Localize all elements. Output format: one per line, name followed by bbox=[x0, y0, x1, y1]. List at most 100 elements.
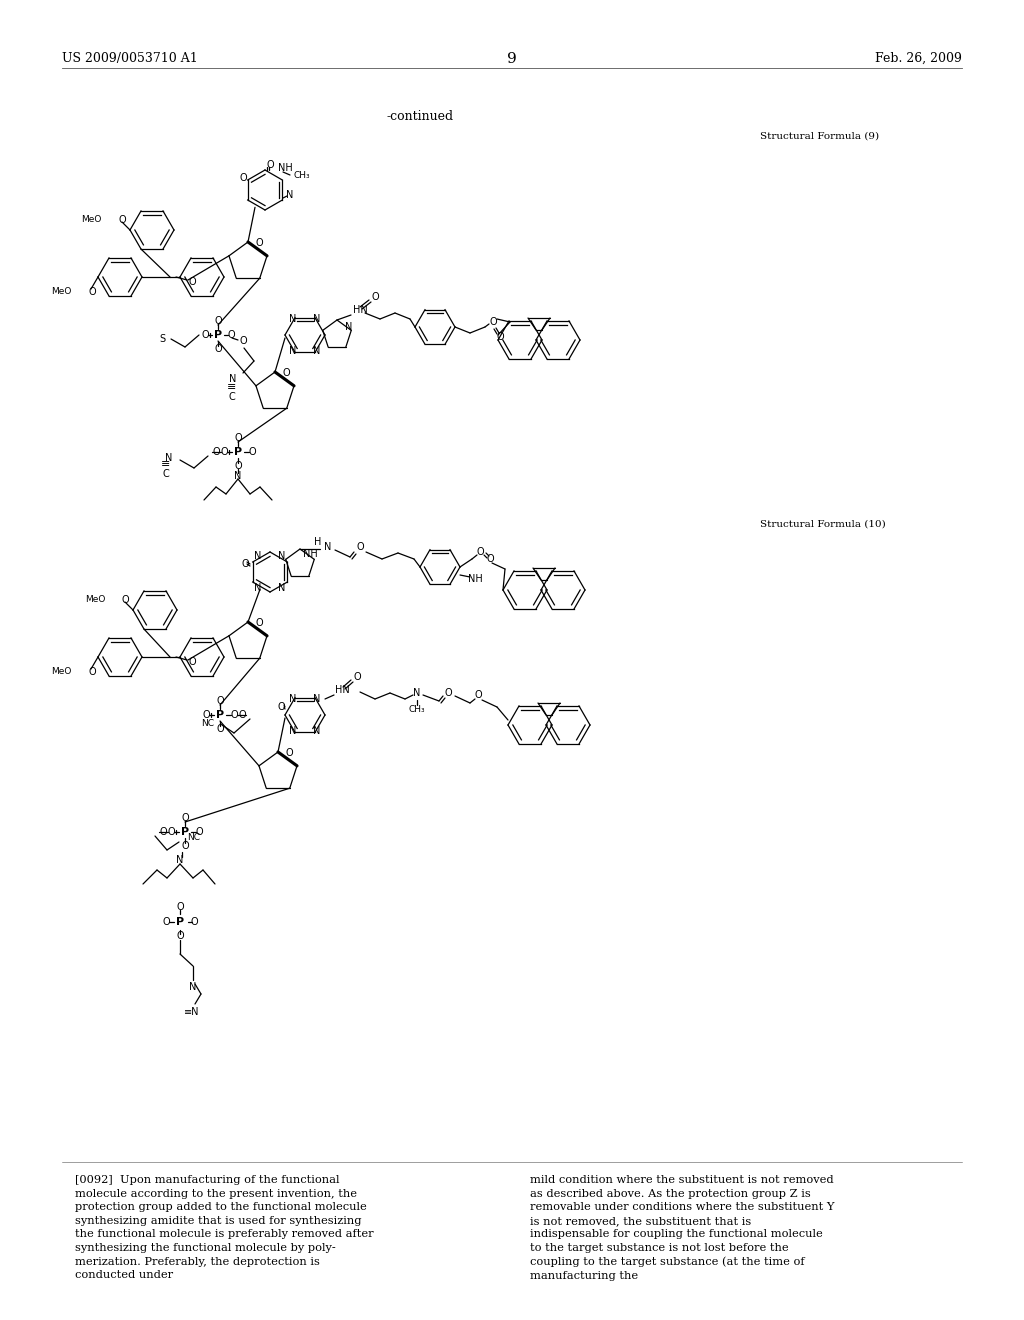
Text: O: O bbox=[239, 710, 246, 719]
Text: O: O bbox=[121, 595, 129, 605]
Text: O: O bbox=[118, 215, 126, 224]
Text: ≡N: ≡N bbox=[184, 1007, 200, 1016]
Text: O: O bbox=[476, 546, 483, 557]
Text: N: N bbox=[290, 314, 297, 323]
Text: O: O bbox=[278, 702, 285, 711]
Text: O: O bbox=[248, 447, 256, 457]
Text: S: S bbox=[159, 334, 165, 345]
Text: O: O bbox=[159, 828, 167, 837]
Text: O: O bbox=[371, 292, 379, 302]
Text: O: O bbox=[220, 447, 227, 457]
Text: N: N bbox=[287, 190, 294, 201]
Text: N: N bbox=[165, 453, 172, 463]
Text: O: O bbox=[190, 917, 198, 927]
Text: N: N bbox=[189, 982, 197, 993]
Text: Structural Formula (9): Structural Formula (9) bbox=[760, 132, 880, 141]
Text: N: N bbox=[254, 583, 262, 593]
Text: O: O bbox=[353, 672, 360, 682]
Text: O: O bbox=[227, 330, 234, 341]
Text: NH: NH bbox=[278, 162, 293, 173]
Text: MeO: MeO bbox=[51, 288, 72, 297]
Text: O: O bbox=[497, 333, 504, 342]
Text: Structural Formula (10): Structural Formula (10) bbox=[760, 520, 886, 529]
Text: N: N bbox=[414, 688, 421, 698]
Text: O: O bbox=[196, 828, 203, 837]
Text: O: O bbox=[356, 543, 364, 552]
Text: MeO: MeO bbox=[85, 595, 105, 605]
Text: P: P bbox=[214, 330, 222, 341]
Text: O: O bbox=[234, 433, 242, 444]
Text: MeO: MeO bbox=[51, 668, 72, 676]
Text: N: N bbox=[254, 550, 262, 561]
Text: 9: 9 bbox=[507, 51, 517, 66]
Text: P: P bbox=[233, 447, 242, 457]
Text: mild condition where the substituent is not removed
as described above. As the p: mild condition where the substituent is … bbox=[530, 1175, 835, 1280]
Text: N: N bbox=[279, 583, 286, 593]
Text: O: O bbox=[88, 667, 96, 677]
Text: O: O bbox=[88, 286, 96, 297]
Text: N: N bbox=[290, 694, 297, 704]
Text: O: O bbox=[474, 690, 482, 700]
Text: N: N bbox=[290, 346, 297, 356]
Text: CH₃: CH₃ bbox=[409, 705, 425, 714]
Text: O: O bbox=[202, 710, 210, 719]
Text: N: N bbox=[325, 543, 332, 552]
Text: N: N bbox=[313, 346, 321, 356]
Text: O: O bbox=[444, 688, 452, 698]
Text: O: O bbox=[286, 748, 294, 758]
Text: O: O bbox=[266, 160, 273, 170]
Text: O: O bbox=[212, 447, 220, 457]
Text: N: N bbox=[228, 374, 236, 384]
Text: O: O bbox=[162, 917, 170, 927]
Text: O: O bbox=[181, 841, 188, 851]
Text: [0092]  Upon manufacturing of the functional
molecule according to the present i: [0092] Upon manufacturing of the functio… bbox=[75, 1175, 374, 1280]
Text: H: H bbox=[314, 537, 322, 546]
Text: O: O bbox=[283, 368, 291, 378]
Text: N: N bbox=[290, 726, 297, 737]
Text: -continued: -continued bbox=[386, 110, 454, 123]
Text: O: O bbox=[176, 902, 184, 912]
Text: N: N bbox=[313, 726, 321, 737]
Text: NH: NH bbox=[303, 549, 317, 558]
Text: O: O bbox=[201, 330, 209, 341]
Text: ≡: ≡ bbox=[162, 459, 171, 469]
Text: HN: HN bbox=[335, 685, 350, 696]
Text: N: N bbox=[345, 322, 352, 333]
Text: O: O bbox=[188, 277, 196, 286]
Text: O: O bbox=[240, 173, 247, 183]
Text: CH₃: CH₃ bbox=[293, 170, 309, 180]
Text: O: O bbox=[181, 813, 188, 822]
Text: N: N bbox=[313, 314, 321, 323]
Text: O: O bbox=[188, 657, 196, 667]
Text: US 2009/0053710 A1: US 2009/0053710 A1 bbox=[62, 51, 198, 65]
Text: O: O bbox=[486, 554, 494, 564]
Text: NH: NH bbox=[468, 574, 482, 583]
Text: P: P bbox=[181, 828, 189, 837]
Text: O: O bbox=[489, 317, 497, 327]
Text: O: O bbox=[256, 238, 263, 248]
Text: O: O bbox=[230, 710, 238, 719]
Text: Feb. 26, 2009: Feb. 26, 2009 bbox=[876, 51, 962, 65]
Text: O: O bbox=[256, 618, 263, 628]
Text: O: O bbox=[234, 461, 242, 471]
Text: C: C bbox=[163, 469, 169, 479]
Text: HN: HN bbox=[353, 305, 368, 315]
Text: O: O bbox=[214, 345, 222, 354]
Text: N: N bbox=[234, 471, 242, 480]
Text: MeO: MeO bbox=[82, 215, 102, 224]
Text: N: N bbox=[313, 694, 321, 704]
Text: N: N bbox=[176, 855, 183, 865]
Text: P: P bbox=[216, 710, 224, 719]
Text: O: O bbox=[242, 558, 249, 569]
Text: ≡: ≡ bbox=[227, 381, 237, 392]
Text: O: O bbox=[176, 931, 184, 941]
Text: N: N bbox=[279, 550, 286, 561]
Text: NC: NC bbox=[201, 718, 214, 727]
Text: O: O bbox=[167, 828, 175, 837]
Text: O: O bbox=[214, 315, 222, 326]
Text: P: P bbox=[176, 917, 184, 927]
Text: C: C bbox=[228, 392, 236, 403]
Text: NC: NC bbox=[187, 833, 200, 842]
Text: O: O bbox=[216, 696, 224, 706]
Text: O: O bbox=[240, 337, 247, 346]
